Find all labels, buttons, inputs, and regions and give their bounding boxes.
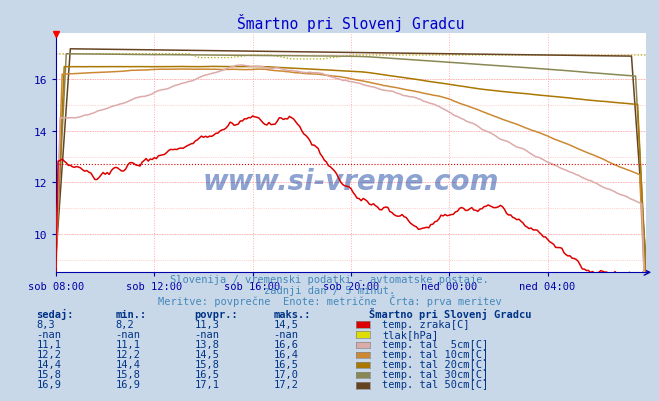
Text: 17,1: 17,1 [194, 379, 219, 389]
Text: 16,9: 16,9 [115, 379, 140, 389]
Text: 8,2: 8,2 [115, 319, 134, 329]
Text: Šmartno pri Slovenj Gradcu: Šmartno pri Slovenj Gradcu [369, 307, 532, 319]
Text: 15,8: 15,8 [194, 359, 219, 369]
Text: 14,4: 14,4 [36, 359, 61, 369]
Text: 11,1: 11,1 [115, 339, 140, 349]
Text: sedaj:: sedaj: [36, 308, 74, 319]
Text: 16,6: 16,6 [273, 339, 299, 349]
Text: temp. tal 10cm[C]: temp. tal 10cm[C] [382, 349, 488, 359]
Text: 16,9: 16,9 [36, 379, 61, 389]
Text: min.:: min.: [115, 309, 146, 319]
Text: 17,2: 17,2 [273, 379, 299, 389]
Text: zadnji dan / 5 minut.: zadnji dan / 5 minut. [264, 286, 395, 296]
Text: 14,5: 14,5 [194, 349, 219, 359]
Text: Meritve: povprečne  Enote: metrične  Črta: prva meritev: Meritve: povprečne Enote: metrične Črta:… [158, 294, 501, 306]
Text: -nan: -nan [115, 329, 140, 339]
Title: Šmartno pri Slovenj Gradcu: Šmartno pri Slovenj Gradcu [237, 14, 465, 32]
Text: temp. tal 20cm[C]: temp. tal 20cm[C] [382, 359, 488, 369]
Text: www.si-vreme.com: www.si-vreme.com [203, 168, 499, 196]
Text: 11,1: 11,1 [36, 339, 61, 349]
Text: temp. tal  5cm[C]: temp. tal 5cm[C] [382, 339, 488, 349]
Text: temp. zraka[C]: temp. zraka[C] [382, 319, 470, 329]
Text: 16,5: 16,5 [194, 369, 219, 379]
Text: povpr.:: povpr.: [194, 309, 238, 319]
Text: temp. tal 30cm[C]: temp. tal 30cm[C] [382, 369, 488, 379]
Text: 8,3: 8,3 [36, 319, 55, 329]
Text: maks.:: maks.: [273, 309, 311, 319]
Text: 14,5: 14,5 [273, 319, 299, 329]
Text: 16,5: 16,5 [273, 359, 299, 369]
Text: 14,4: 14,4 [115, 359, 140, 369]
Text: Slovenija / vremenski podatki - avtomatske postaje.: Slovenija / vremenski podatki - avtomats… [170, 275, 489, 285]
Text: -nan: -nan [273, 329, 299, 339]
Text: 13,8: 13,8 [194, 339, 219, 349]
Text: 15,8: 15,8 [115, 369, 140, 379]
Text: 15,8: 15,8 [36, 369, 61, 379]
Text: -nan: -nan [36, 329, 61, 339]
Text: 16,4: 16,4 [273, 349, 299, 359]
Text: 12,2: 12,2 [115, 349, 140, 359]
Text: 17,0: 17,0 [273, 369, 299, 379]
Text: -nan: -nan [194, 329, 219, 339]
Text: 11,3: 11,3 [194, 319, 219, 329]
Text: temp. tal 50cm[C]: temp. tal 50cm[C] [382, 379, 488, 389]
Text: 12,2: 12,2 [36, 349, 61, 359]
Text: tlak[hPa]: tlak[hPa] [382, 329, 438, 339]
